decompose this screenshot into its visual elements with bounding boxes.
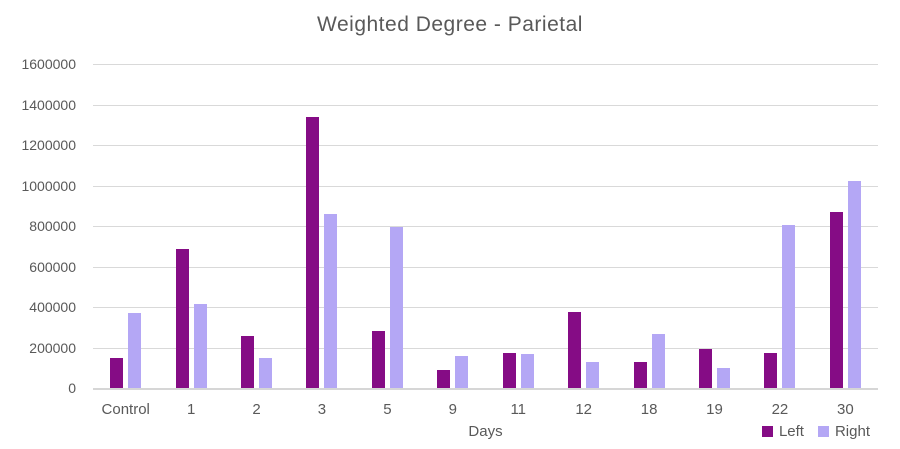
bar-group-12: [551, 64, 616, 388]
bar-group-11: [486, 64, 551, 388]
bar-right: [520, 353, 534, 388]
gridline: [93, 307, 878, 308]
legend-swatch-right: [817, 426, 829, 437]
bar-group-30: [813, 64, 878, 388]
bar-right: [128, 313, 142, 388]
x-tick-label: 22: [771, 401, 789, 418]
gridline: [93, 185, 878, 187]
bar-group-18: [616, 64, 681, 388]
bar-left: [699, 348, 712, 388]
y-tick-label: 600000: [29, 258, 76, 275]
gridline: [93, 347, 878, 349]
bar-right: [586, 361, 600, 388]
bar-right: [717, 367, 730, 388]
gridline: [93, 266, 878, 268]
y-tick-label: 0: [68, 380, 76, 396]
y-tick-label: 200000: [29, 339, 76, 356]
bar-left: [502, 352, 516, 388]
x-tick-label: 3: [317, 401, 327, 418]
bar-group-9: [420, 64, 485, 388]
x-tick-label: 11: [510, 401, 527, 418]
bar-left: [306, 116, 320, 388]
x-axis-title: Days: [468, 423, 503, 440]
bar-right: [847, 181, 861, 388]
legend: Left Right: [761, 423, 870, 440]
y-tick-label: 400000: [29, 299, 76, 315]
y-tick-label: 1400000: [21, 96, 76, 113]
legend-swatch-left: [761, 426, 773, 437]
bar-right: [259, 357, 273, 388]
gridline: [93, 64, 878, 65]
gridline: [93, 226, 878, 227]
bar-left: [633, 361, 647, 388]
x-tick-label: 9: [448, 401, 457, 418]
bar-left: [175, 249, 189, 388]
bar-group-1: [158, 64, 223, 388]
bar-right: [193, 303, 207, 388]
bar-right: [389, 227, 403, 388]
gridline: [93, 145, 878, 146]
y-axis: 0 200000 400000 600000 800000 1000000 1200000 1…: [0, 56, 80, 396]
legend-item-right: Right: [817, 423, 870, 440]
y-tick-label: 1600000: [21, 56, 76, 72]
bar-groups: [93, 64, 878, 388]
bar-right: [782, 225, 796, 388]
plot-area: [93, 64, 878, 390]
bar-group-22: [747, 64, 812, 388]
y-tick-label: 800000: [29, 218, 76, 234]
legend-label: Right: [834, 423, 870, 440]
x-tick-label: 19: [706, 401, 723, 418]
x-tick-label: 30: [837, 401, 854, 418]
x-tick-label: 5: [383, 401, 392, 418]
bar-group-3: [289, 64, 354, 388]
bar-left: [764, 352, 778, 388]
bar-right: [455, 355, 469, 388]
legend-label: Left: [778, 423, 804, 440]
bar-right: [651, 334, 665, 388]
bar-left: [241, 336, 255, 388]
bar-group-5: [355, 64, 420, 388]
x-tick-label: 1: [186, 401, 196, 418]
x-tick-label: 2: [252, 401, 261, 418]
x-tick-label: 18: [640, 401, 658, 418]
bar-group-19: [682, 64, 747, 388]
x-tick-label: Control: [101, 401, 150, 418]
bar-left: [371, 331, 385, 388]
x-tick-label: 12: [575, 401, 592, 418]
bar-group-control: [93, 64, 158, 388]
legend-item-left: Left: [761, 423, 804, 440]
y-tick-label: 1200000: [21, 137, 76, 153]
bar-group-2: [224, 64, 289, 388]
y-tick-label: 1000000: [21, 177, 76, 194]
bar-left: [568, 312, 582, 388]
bar-left: [829, 211, 843, 388]
gridline: [93, 104, 878, 106]
bar-left: [110, 357, 124, 388]
bar-right: [324, 213, 338, 388]
x-axis: Control 1 2 3 5 9 11 12 18 19 22 30: [93, 398, 878, 422]
chart-title: Weighted Degree - Parietal: [317, 13, 583, 36]
bar-left: [437, 369, 451, 388]
